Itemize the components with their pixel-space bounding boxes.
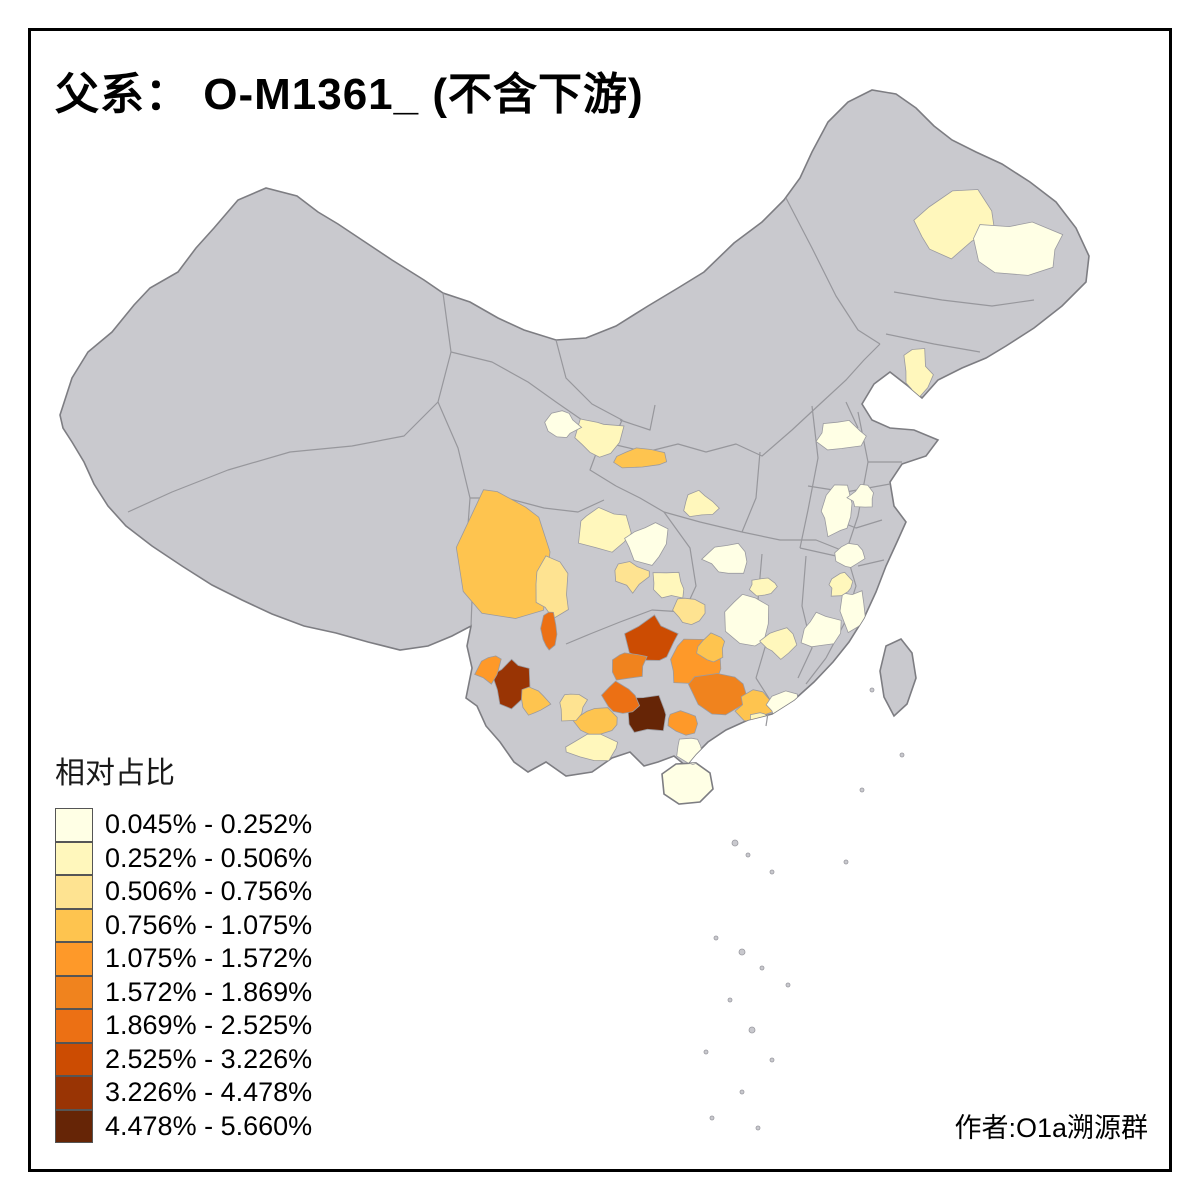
hainan-island: [661, 762, 714, 805]
legend-label: 0.506% - 0.756%: [105, 876, 313, 907]
legend-label: 0.252% - 0.506%: [105, 842, 313, 873]
map-region-guizhou-west-patch: [611, 652, 648, 681]
legend-row: 0.756% - 1.075%: [55, 908, 313, 942]
map-region-hebei-patch: [815, 419, 867, 451]
map-region-shanxi-patch-1: [820, 484, 853, 538]
legend-swatch: [55, 942, 93, 976]
map-region-qinghai-pale-patch: [544, 410, 583, 438]
legend-swatch: [55, 975, 93, 1009]
sea-islands: [703, 687, 905, 1131]
map-region-south-sichuan-sliver: [540, 611, 558, 651]
map-region-jiangxi-patch-1: [759, 627, 798, 660]
map-region-shandong-patch: [846, 483, 874, 508]
legend-label: 0.756% - 1.075%: [105, 909, 313, 940]
map-region-northeast-west-patch: [913, 189, 996, 260]
legend-swatch: [55, 1009, 93, 1043]
legend-row: 2.525% - 3.226%: [55, 1042, 313, 1076]
legend-label: 1.075% - 1.572%: [105, 943, 313, 974]
china-mainland: [59, 89, 1090, 777]
map-region-south-yunnan-pale-patch: [565, 733, 619, 762]
map-region-sichuan-basin-patch-2: [624, 522, 669, 566]
map-region-shanxi-patch-2: [834, 542, 866, 568]
map-region-anhui-patch: [828, 571, 854, 597]
prefecture-regions: [455, 189, 1064, 765]
legend-label: 4.478% - 5.660%: [105, 1110, 313, 1141]
legend-row: 3.226% - 4.478%: [55, 1076, 312, 1110]
map-region-west-sichuan-large-patch: [455, 489, 551, 619]
map-region-guizhou-dark-patch: [624, 614, 679, 661]
legend-swatch: [55, 1076, 93, 1110]
legend-swatch: [55, 875, 93, 909]
legend-title: 相对占比: [55, 757, 175, 790]
map-region-northeast-east-patch: [973, 221, 1064, 276]
attribution: 作者:O1a溯源群: [954, 1113, 1148, 1143]
legend-swatch: [55, 841, 93, 875]
map-region-west-sichuan-patch-2: [535, 555, 569, 620]
legend-swatch: [55, 808, 93, 842]
map-region-hubei-patch-1: [700, 542, 748, 574]
legend-row: 1.869% - 2.525%: [55, 1009, 312, 1043]
map-region-guangxi-patch-1: [688, 673, 748, 716]
map-region-gansu-pale-patch: [574, 418, 625, 458]
map-region-west-yunnan-orange-patch: [474, 655, 502, 685]
legend-swatch: [55, 1109, 93, 1143]
legend-row: 1.075% - 1.572%: [55, 942, 312, 976]
taiwan-island: [879, 638, 917, 718]
outer-frame: [28, 28, 1172, 1172]
map-region-hunan-pale-patch: [724, 593, 770, 647]
legend-swatch: [55, 908, 93, 942]
legend-rows: 0.045% - 0.252% 0.252% - 0.506% 0.506% - 0…: [55, 808, 312, 1143]
map-region-hubei-patch-2: [748, 577, 778, 597]
map-region-south-shaanxi-patch: [683, 489, 720, 518]
legend-label: 0.045% - 0.252%: [105, 809, 313, 840]
legend-swatch: [55, 1042, 93, 1076]
legend-row: 4.478% - 5.660%: [55, 1109, 313, 1143]
map-region-southwest-hunan-patch: [696, 632, 726, 663]
map-region-southeast-yunnan-dark-patch: [600, 680, 641, 714]
legend-row: 0.252% - 0.506%: [55, 841, 313, 875]
map-region-gansu-orange-patch: [613, 447, 668, 469]
map-region-jiangxi-patch-2: [800, 611, 842, 648]
map-region-south-yunnan-patch-2: [559, 693, 589, 722]
legend-row: 0.506% - 0.756%: [55, 875, 312, 909]
map-region-mid-yunnan-patch: [521, 686, 552, 716]
page-title: 父系： O-M1361_ (不含下游): [55, 70, 644, 119]
map-region-sichuan-basin-patch-3: [614, 561, 650, 594]
legend-row: 0.045% - 0.252%: [55, 808, 312, 842]
legend-row: 1.572% - 1.869%: [55, 975, 313, 1009]
map-region-sichuan-basin-patch-1: [578, 506, 632, 553]
map-region-sichuan-basin-patch-4: [652, 571, 685, 599]
legend-label: 1.572% - 1.869%: [105, 976, 313, 1007]
map-region-guangxi-patch-3: [667, 710, 698, 736]
legend-label: 3.226% - 4.478%: [105, 1077, 313, 1108]
map-region-chongqing-pale-patch: [672, 597, 706, 626]
legend-label: 1.869% - 2.525%: [105, 1010, 313, 1041]
map-region-liaoning-coast-patch: [903, 348, 934, 400]
legend-label: 2.525% - 3.226%: [105, 1043, 313, 1074]
legend: 相对占比 0.045% - 0.252% 0.252% - 0.506% 0.506…: [55, 748, 312, 1143]
